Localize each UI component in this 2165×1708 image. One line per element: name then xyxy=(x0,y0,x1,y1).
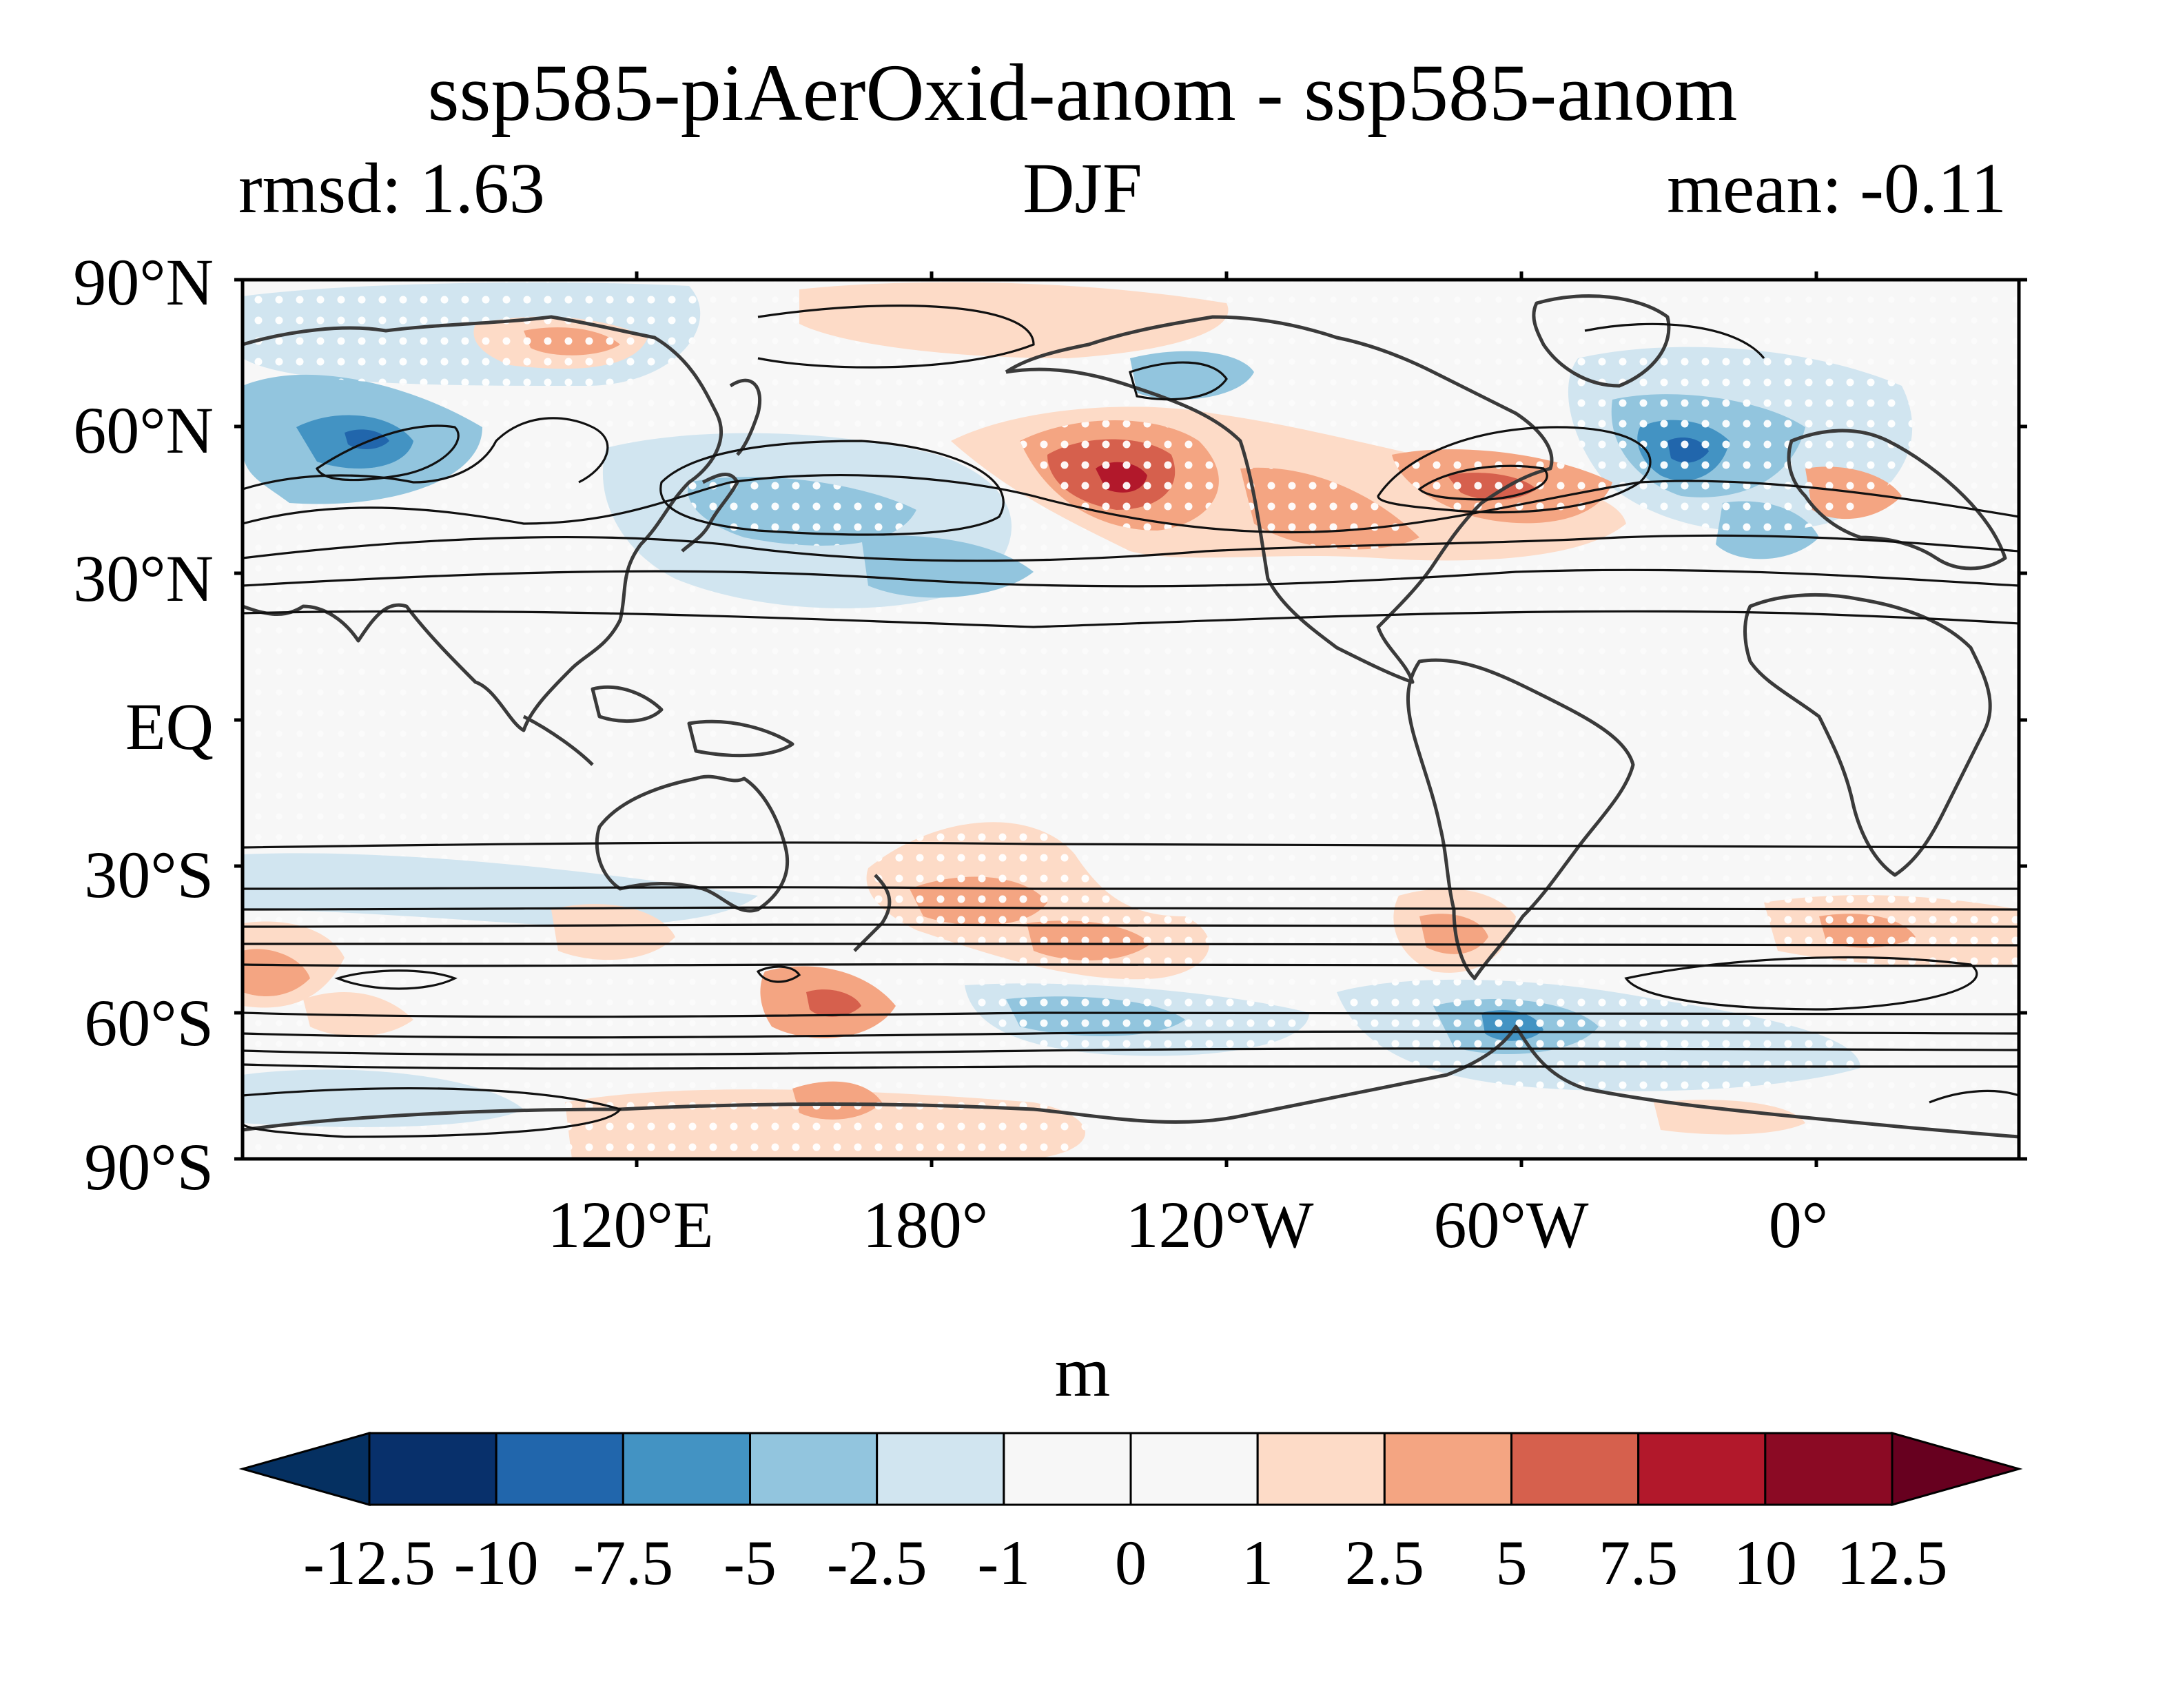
lat-label-90n: 90°N xyxy=(73,245,214,319)
contour-sh-3 xyxy=(243,906,2019,911)
contour-nh-5 xyxy=(243,417,609,491)
anom-pos-sw-atl-core xyxy=(243,949,310,996)
climatology-contours xyxy=(243,305,2019,1138)
contour-sh-5 xyxy=(243,942,2019,947)
colorbar-segment xyxy=(1003,1432,1132,1506)
colorbar-tick-label: -7.5 xyxy=(573,1527,674,1598)
contour-sh-7 xyxy=(243,1011,2019,1018)
contour-alaska xyxy=(1129,361,1228,401)
coast-asia xyxy=(243,315,723,732)
colorbar-tick-label: 10 xyxy=(1733,1527,1797,1598)
coastlines xyxy=(243,294,2019,1139)
coast-europe xyxy=(1787,429,2007,570)
contour-sindian-high xyxy=(334,969,458,990)
colorbar-tick-label: 0 xyxy=(1115,1527,1147,1598)
anom-pos-arctic xyxy=(799,282,1229,358)
colorbar-tick-label: 5 xyxy=(1495,1527,1528,1598)
colorbar-segment xyxy=(1637,1432,1767,1506)
colorbar-segment xyxy=(368,1432,497,1506)
colorbar-tick-label: 7.5 xyxy=(1599,1527,1679,1598)
coast-sumatra xyxy=(522,714,594,766)
colorbar-segment xyxy=(1256,1432,1386,1506)
lat-label-eq: EQ xyxy=(125,690,214,763)
colorbar-segment xyxy=(1129,1432,1259,1506)
colorbar-tick-label: 2.5 xyxy=(1344,1527,1424,1598)
contour-sh-1 xyxy=(243,841,2019,849)
contour-sh-2 xyxy=(243,886,2019,891)
colorbar-segment xyxy=(876,1432,1005,1506)
lon-label-60w: 60°W xyxy=(1433,1188,1589,1262)
coast-namerica xyxy=(1005,315,1554,684)
anom-neg-siberia-center xyxy=(345,429,389,449)
colorbar-segment xyxy=(1510,1432,1640,1506)
lon-label-120e: 120°E xyxy=(547,1188,714,1262)
colorbar-extend-low xyxy=(238,1432,371,1506)
contour-arctic-1 xyxy=(757,305,1035,369)
lat-label-60s: 60°S xyxy=(84,986,214,1060)
coast-newguinea xyxy=(687,719,794,758)
rmsd-label: rmsd: 1.63 xyxy=(238,149,545,228)
colorbar-segment xyxy=(495,1432,624,1506)
contour-nh-2 xyxy=(243,568,2019,588)
coast-greenland xyxy=(1532,294,1671,388)
contour-icelandic-low xyxy=(1377,426,1652,514)
lat-label-90s: 90°S xyxy=(84,1130,214,1204)
contour-arctic-2 xyxy=(1584,322,1765,360)
colorbar-segment xyxy=(622,1432,751,1506)
colorbar-tick-label: -12.5 xyxy=(303,1527,435,1598)
colorbar-tick-label: -5 xyxy=(724,1527,777,1598)
lon-label-180: 180° xyxy=(862,1188,989,1262)
lon-label-120w: 120°W xyxy=(1125,1188,1314,1262)
anom-pos-ross-core xyxy=(806,989,861,1017)
lat-label-60n: 60°N xyxy=(73,393,214,467)
mean-label: mean: -0.11 xyxy=(1667,149,2007,228)
anom-pos-sindian-core xyxy=(551,904,675,960)
contour-nh-4 xyxy=(243,474,2019,534)
coast-japan xyxy=(681,472,739,553)
colorbar-segment xyxy=(1383,1432,1513,1506)
axis-ticks xyxy=(234,271,2027,1167)
colorbar-units: m xyxy=(1054,1333,1111,1412)
coast-borneo xyxy=(591,685,664,723)
contour-nh-1 xyxy=(243,610,2019,628)
contour-sh-9 xyxy=(243,1047,2019,1056)
colorbar-tick-label: -2.5 xyxy=(826,1527,927,1598)
colorbar-segment xyxy=(1764,1432,1894,1506)
contour-sh-6 xyxy=(243,963,2019,967)
contour-icelandic-core xyxy=(1417,464,1548,501)
coast-africa xyxy=(1743,593,1992,877)
colorbar-tick-label: -10 xyxy=(453,1527,539,1598)
anom-pos-soc-west xyxy=(303,992,413,1036)
lon-label-0: 0° xyxy=(1768,1188,1829,1262)
season-label: DJF xyxy=(1023,149,1142,228)
map-panel xyxy=(243,280,2019,1159)
map-title: ssp585-piAerOxid-anom - ssp585-anom xyxy=(427,48,1738,138)
lat-label-30s: 30°S xyxy=(84,838,214,912)
contour-sh-10 xyxy=(243,1063,2019,1070)
contour-antarctic-east xyxy=(1929,1089,2019,1104)
coast-antarctica xyxy=(243,1025,2019,1139)
contour-aleutian-low xyxy=(659,440,1005,536)
contour-satl-high xyxy=(1624,956,1978,1011)
colorbar-tick-label: -1 xyxy=(977,1527,1031,1598)
coast-kamchatka xyxy=(729,378,762,456)
colorbar-segment xyxy=(749,1432,879,1506)
coast-samerica xyxy=(1406,658,1635,980)
anom-neg-npac-south xyxy=(861,535,1034,598)
contour-antarctic-west xyxy=(243,1087,622,1138)
lat-label-30n: 30°N xyxy=(73,542,214,615)
contour-sh-4 xyxy=(243,923,2019,928)
contour-ross-small xyxy=(756,965,801,983)
contour-nh-3 xyxy=(243,534,2019,562)
colorbar-tick-label: 12.5 xyxy=(1836,1527,1948,1598)
anom-pos-antarctic-east xyxy=(1654,1100,1805,1135)
colorbar-extend-high xyxy=(1891,1432,2023,1506)
contour-siberia-low xyxy=(315,424,460,482)
colorbar-tick-label: 1 xyxy=(1242,1527,1274,1598)
colorbar xyxy=(238,1432,2023,1506)
contour-sh-8 xyxy=(243,1030,2019,1039)
